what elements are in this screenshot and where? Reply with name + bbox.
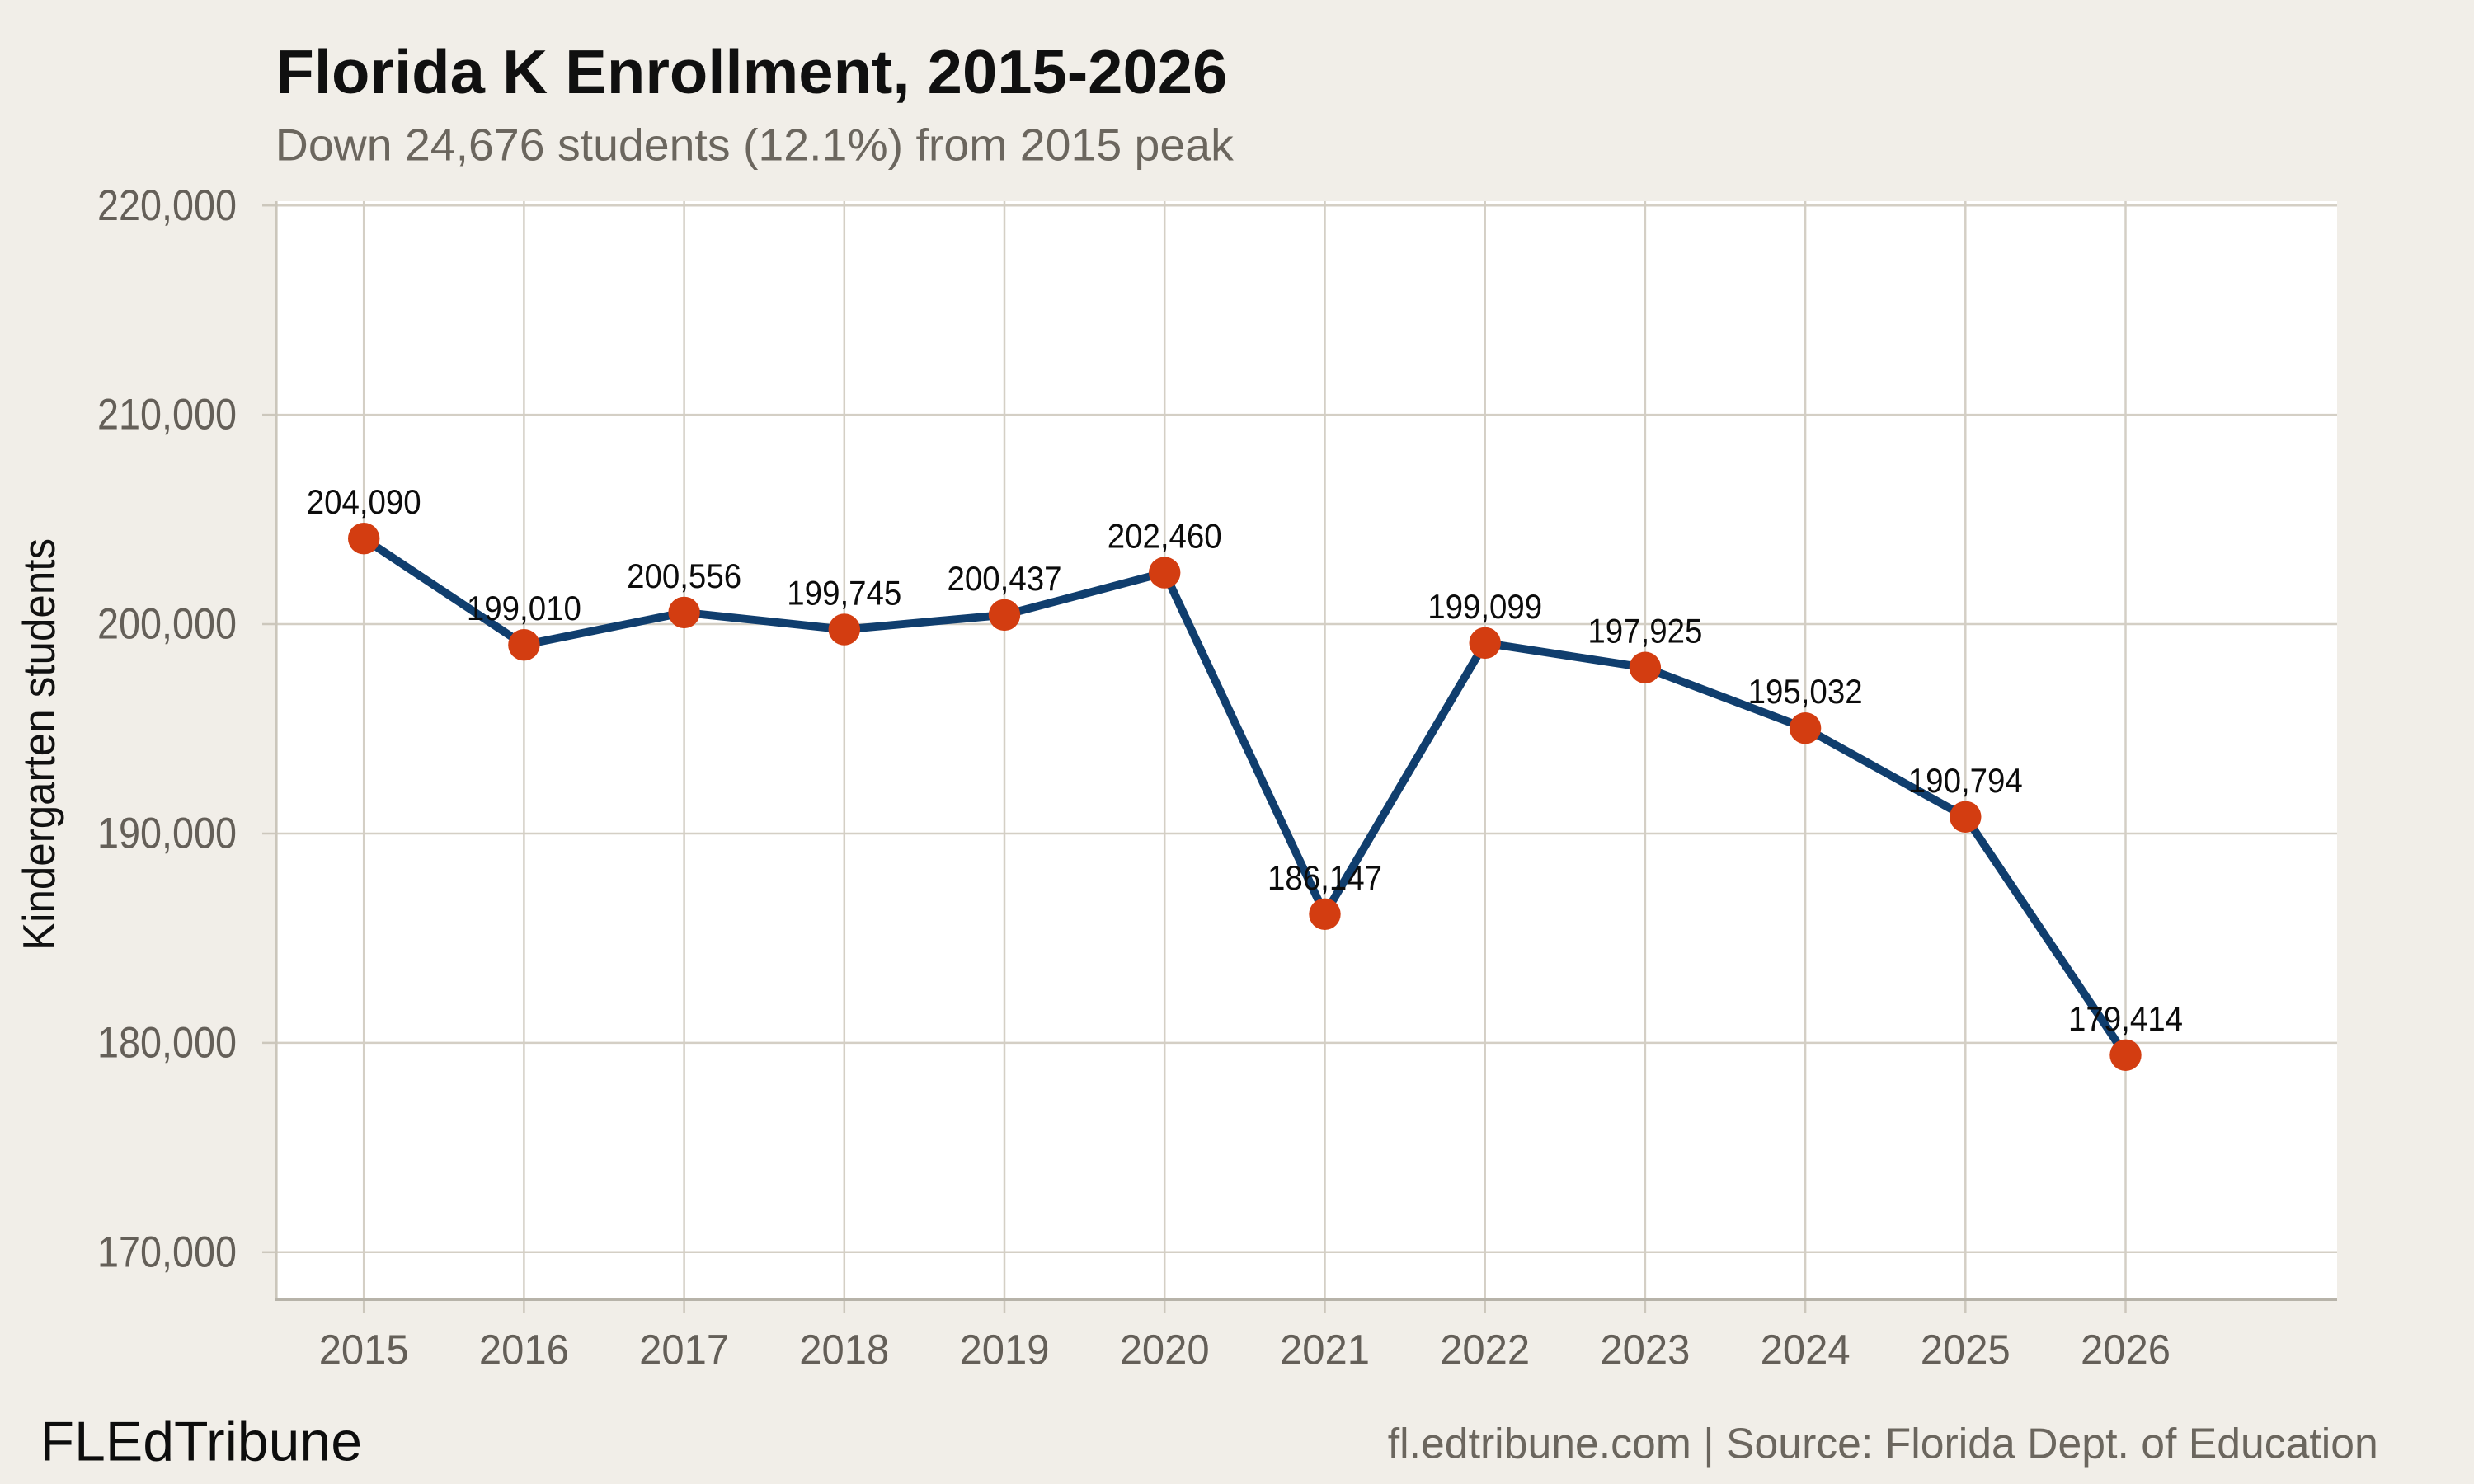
svg-text:199,010: 199,010 <box>467 589 581 627</box>
svg-text:2016: 2016 <box>479 1327 569 1374</box>
svg-text:190,794: 190,794 <box>1908 761 2023 800</box>
svg-text:179,414: 179,414 <box>2068 999 2183 1038</box>
svg-text:Kindergarten students: Kindergarten students <box>13 538 64 951</box>
svg-text:220,000: 220,000 <box>97 181 237 230</box>
svg-text:202,460: 202,460 <box>1108 517 1222 556</box>
svg-text:2021: 2021 <box>1280 1327 1370 1374</box>
svg-text:199,099: 199,099 <box>1427 587 1542 626</box>
svg-text:186,147: 186,147 <box>1268 858 1382 897</box>
svg-text:180,000: 180,000 <box>97 1019 237 1068</box>
svg-text:200,437: 200,437 <box>948 559 1062 598</box>
svg-text:200,000: 200,000 <box>97 600 237 649</box>
svg-text:195,032: 195,032 <box>1748 672 1863 711</box>
svg-text:2015: 2015 <box>319 1327 409 1374</box>
svg-text:FLEdTribune: FLEdTribune <box>40 1410 363 1472</box>
svg-text:Down 24,676 students (12.1%) f: Down 24,676 students (12.1%) from 2015 p… <box>275 120 1235 171</box>
svg-text:200,556: 200,556 <box>627 556 741 595</box>
svg-text:2023: 2023 <box>1600 1327 1690 1374</box>
svg-text:fl.edtribune.com | Source: Flo: fl.edtribune.com | Source: Florida Dept.… <box>1388 1420 2378 1468</box>
svg-text:2025: 2025 <box>1921 1327 2011 1374</box>
svg-text:2019: 2019 <box>960 1327 1050 1374</box>
svg-text:2026: 2026 <box>2081 1327 2171 1374</box>
svg-text:197,925: 197,925 <box>1587 612 1702 650</box>
svg-text:210,000: 210,000 <box>97 391 237 439</box>
svg-text:204,090: 204,090 <box>307 482 421 521</box>
svg-text:2022: 2022 <box>1440 1327 1530 1374</box>
svg-text:170,000: 170,000 <box>97 1228 237 1276</box>
svg-text:2020: 2020 <box>1120 1327 1210 1374</box>
svg-text:2024: 2024 <box>1761 1327 1851 1374</box>
svg-text:2017: 2017 <box>639 1327 729 1374</box>
svg-text:2018: 2018 <box>799 1327 889 1374</box>
svg-text:190,000: 190,000 <box>97 810 237 858</box>
svg-text:199,745: 199,745 <box>787 574 901 613</box>
svg-text:Florida K Enrollment, 2015-202: Florida K Enrollment, 2015-2026 <box>275 37 1227 106</box>
